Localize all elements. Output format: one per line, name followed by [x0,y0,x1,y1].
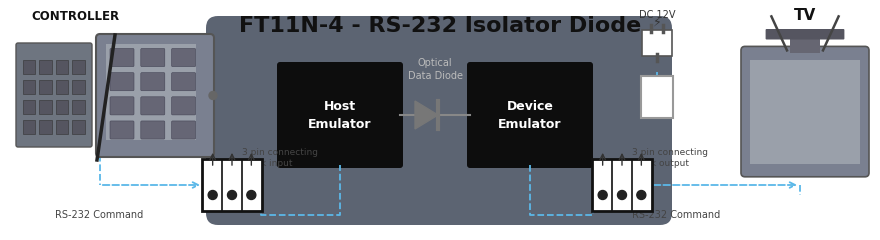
Circle shape [618,191,627,199]
FancyBboxPatch shape [110,48,134,66]
FancyBboxPatch shape [741,46,869,177]
FancyBboxPatch shape [55,60,68,73]
FancyBboxPatch shape [39,60,52,73]
FancyBboxPatch shape [172,121,195,139]
FancyBboxPatch shape [141,97,165,115]
FancyBboxPatch shape [16,43,92,147]
FancyBboxPatch shape [72,120,84,133]
Text: CONTROLLER: CONTROLLER [31,10,119,23]
Circle shape [209,191,217,199]
FancyBboxPatch shape [592,159,652,211]
FancyBboxPatch shape [141,73,165,91]
Text: ⚡: ⚡ [653,16,662,29]
FancyBboxPatch shape [642,30,672,56]
FancyBboxPatch shape [766,29,845,40]
Text: RS-232 Command: RS-232 Command [55,210,143,220]
Text: 3 pin connecting
block input: 3 pin connecting block input [242,148,318,168]
FancyBboxPatch shape [277,62,403,168]
FancyBboxPatch shape [110,73,134,91]
Text: 3 pin connecting
block output: 3 pin connecting block output [632,148,708,168]
FancyBboxPatch shape [789,34,820,53]
Circle shape [228,191,237,199]
FancyBboxPatch shape [641,76,673,118]
FancyBboxPatch shape [172,97,195,115]
FancyBboxPatch shape [106,44,195,140]
Text: Optical
Data Diode: Optical Data Diode [407,58,463,81]
Text: Host
Emulator: Host Emulator [308,100,371,131]
FancyBboxPatch shape [23,79,35,94]
FancyBboxPatch shape [39,120,52,133]
FancyBboxPatch shape [202,159,262,211]
FancyBboxPatch shape [23,120,35,133]
FancyBboxPatch shape [96,34,214,157]
FancyBboxPatch shape [72,100,84,114]
Circle shape [598,191,607,199]
FancyBboxPatch shape [110,121,134,139]
Circle shape [637,191,646,199]
Circle shape [246,191,256,199]
Text: TV: TV [794,8,816,23]
FancyBboxPatch shape [55,79,68,94]
FancyBboxPatch shape [141,121,165,139]
Text: RS-232 Command: RS-232 Command [632,210,720,220]
FancyBboxPatch shape [39,100,52,114]
FancyBboxPatch shape [72,60,84,73]
FancyBboxPatch shape [172,73,195,91]
FancyBboxPatch shape [172,48,195,66]
FancyBboxPatch shape [467,62,593,168]
Polygon shape [415,101,438,129]
FancyBboxPatch shape [55,120,68,133]
Text: Device
Emulator: Device Emulator [498,100,561,131]
Text: FT11N-4 - RS-232 Isolator Diode: FT11N-4 - RS-232 Isolator Diode [238,16,642,36]
Text: DC 12V: DC 12V [639,10,675,20]
FancyBboxPatch shape [23,60,35,73]
FancyBboxPatch shape [206,16,672,225]
FancyBboxPatch shape [141,48,165,66]
FancyBboxPatch shape [110,97,134,115]
FancyBboxPatch shape [750,60,860,164]
FancyBboxPatch shape [39,79,52,94]
FancyBboxPatch shape [72,79,84,94]
FancyBboxPatch shape [55,100,68,114]
Circle shape [209,91,217,100]
FancyBboxPatch shape [23,100,35,114]
